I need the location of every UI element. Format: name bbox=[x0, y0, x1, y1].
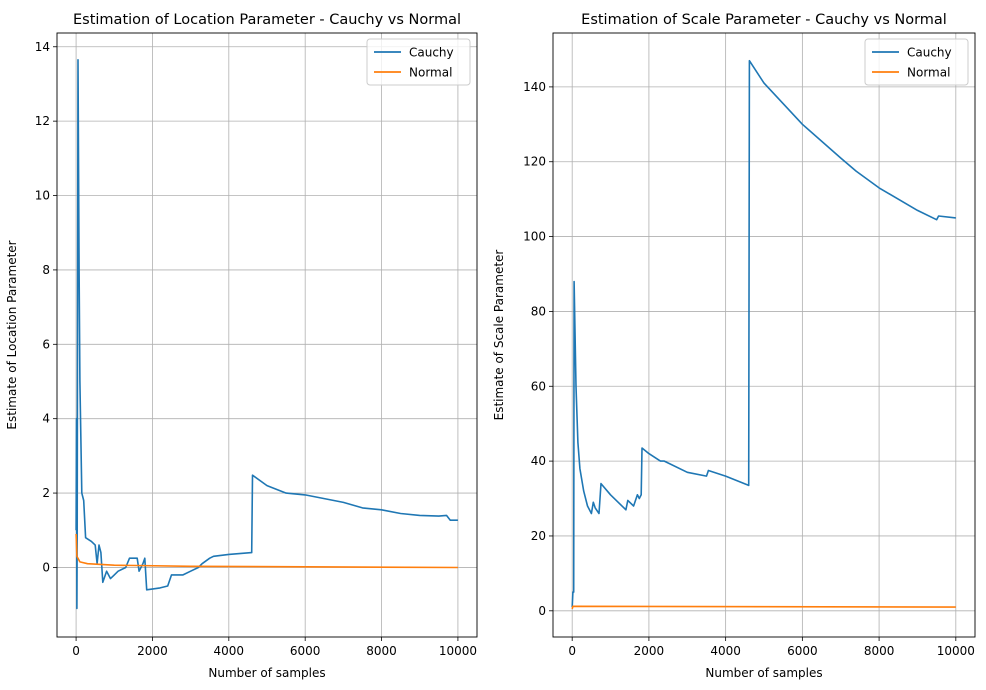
legend-label: Normal bbox=[409, 66, 452, 80]
axes-frame bbox=[552, 32, 976, 638]
series-line-cauchy bbox=[571, 59, 956, 608]
legend: Cauchy Normal bbox=[366, 38, 471, 86]
chart-1: 0 2000 4000 6000 8000 10000 0 2 4 6 8 10 12 14 Estimat… bbox=[5, 12, 478, 680]
series-line-cauchy bbox=[75, 58, 458, 610]
y-tick-label: 60 bbox=[531, 379, 546, 393]
legend-box bbox=[366, 38, 471, 86]
x-tick-label: 2000 bbox=[634, 644, 665, 658]
y-tick-label: 100 bbox=[523, 230, 546, 244]
y-axis-label: Estimate of Scale Parameter bbox=[492, 250, 506, 421]
x-tick-label: 6000 bbox=[290, 644, 321, 658]
legend-label: Cauchy bbox=[409, 46, 454, 60]
y-tick-label: 2 bbox=[42, 486, 50, 500]
y-axis-label: Estimate of Location Parameter bbox=[5, 240, 19, 429]
x-tick-label: 8000 bbox=[366, 644, 397, 658]
series-line-normal bbox=[75, 533, 458, 569]
chart-title: Estimation of Scale Parameter - Cauchy v… bbox=[581, 12, 947, 28]
x-axis-label: Number of samples bbox=[705, 666, 822, 680]
x-tick-label: 4000 bbox=[214, 644, 245, 658]
x-tick-label: 6000 bbox=[787, 644, 818, 658]
y-tick-label: 20 bbox=[531, 529, 546, 543]
series-line-normal bbox=[571, 605, 956, 610]
chart-title: Estimation of Location Parameter - Cauch… bbox=[73, 12, 461, 28]
x-tick-label: 0 bbox=[568, 644, 576, 658]
y-tick-label: 120 bbox=[523, 155, 546, 169]
y-tick-label: 40 bbox=[531, 454, 546, 468]
legend-label: Cauchy bbox=[907, 46, 952, 60]
x-tick-label: 2000 bbox=[137, 644, 168, 658]
x-axis-label: Number of samples bbox=[208, 666, 325, 680]
y-tick-label: 8 bbox=[42, 263, 50, 277]
chart-2: 0 2000 4000 6000 8000 10000 0 20 40 60 80 100 120 140… bbox=[492, 12, 976, 680]
axes-frame bbox=[56, 32, 478, 638]
x-tick-label: 0 bbox=[72, 644, 80, 658]
legend: Cauchy Normal bbox=[864, 38, 969, 86]
y-tick-label: 10 bbox=[35, 189, 50, 203]
y-tick-label: 4 bbox=[42, 412, 50, 426]
x-tick-label: 8000 bbox=[864, 644, 895, 658]
y-tick-label: 0 bbox=[42, 560, 50, 574]
y-tick-label: 12 bbox=[35, 114, 50, 128]
y-tick-label: 140 bbox=[523, 80, 546, 94]
y-tick-label: 0 bbox=[538, 604, 546, 618]
y-tick-label: 6 bbox=[42, 337, 50, 351]
legend-label: Normal bbox=[907, 66, 950, 80]
x-tick-label: 4000 bbox=[710, 644, 741, 658]
y-tick-label: 14 bbox=[35, 40, 50, 54]
y-tick-label: 80 bbox=[531, 304, 546, 318]
x-tick-label: 10000 bbox=[937, 644, 975, 658]
legend-box bbox=[864, 38, 969, 86]
x-tick-label: 10000 bbox=[439, 644, 477, 658]
